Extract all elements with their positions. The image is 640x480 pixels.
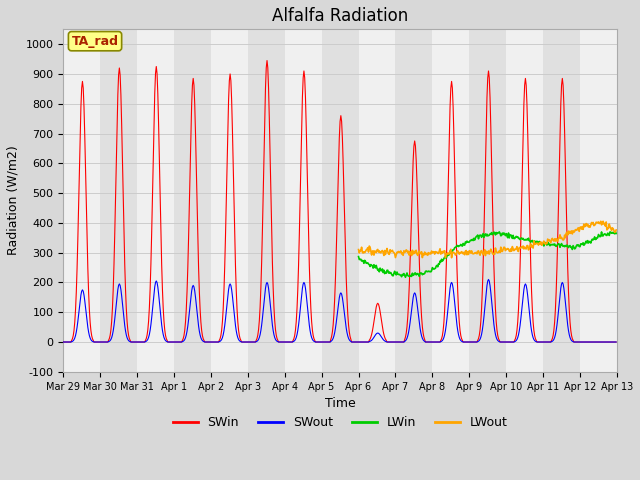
Bar [396,29,433,372]
Bar [174,29,211,372]
X-axis label: Time: Time [324,397,355,410]
Bar [248,29,285,372]
Bar [543,29,580,372]
Bar [506,29,543,372]
Bar [137,29,174,372]
Bar [211,29,248,372]
Bar [63,29,100,372]
Legend: SWin, SWout, LWin, LWout: SWin, SWout, LWin, LWout [168,411,513,434]
Title: Alfalfa Radiation: Alfalfa Radiation [272,7,408,25]
Bar [469,29,506,372]
Bar [358,29,396,372]
Bar [433,29,469,372]
Bar [100,29,137,372]
Bar [580,29,617,372]
Bar [322,29,358,372]
Text: TA_rad: TA_rad [72,35,118,48]
Y-axis label: Radiation (W/m2): Radiation (W/m2) [7,145,20,255]
Bar [285,29,322,372]
